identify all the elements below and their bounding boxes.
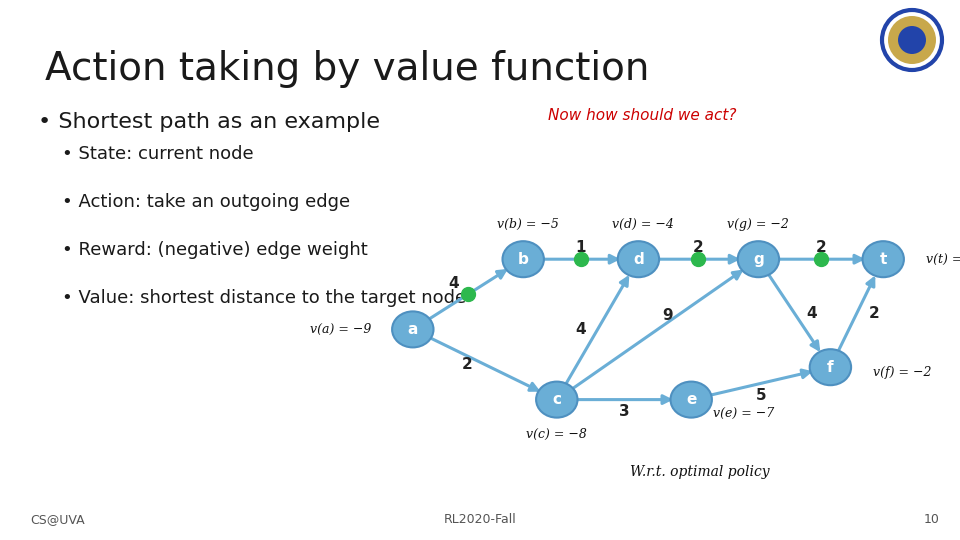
Text: 2: 2 — [869, 306, 879, 321]
Ellipse shape — [809, 349, 852, 385]
Text: 9: 9 — [661, 308, 673, 323]
Text: c: c — [552, 392, 562, 407]
Ellipse shape — [737, 241, 780, 277]
Ellipse shape — [862, 241, 904, 277]
Text: d: d — [633, 252, 644, 267]
Text: • Action: take an outgoing edge: • Action: take an outgoing edge — [62, 193, 350, 211]
Text: RL2020-Fall: RL2020-Fall — [444, 513, 516, 526]
Text: • Reward: (negative) edge weight: • Reward: (negative) edge weight — [62, 241, 368, 259]
Text: Now how should we act?: Now how should we act? — [548, 108, 736, 123]
Circle shape — [898, 26, 926, 54]
Text: v(d) = −4: v(d) = −4 — [612, 218, 674, 231]
Circle shape — [888, 16, 936, 64]
Text: v(c) = −8: v(c) = −8 — [526, 428, 588, 441]
Text: 10: 10 — [924, 513, 940, 526]
Text: 4: 4 — [806, 306, 817, 321]
Text: v(b) = −5: v(b) = −5 — [497, 218, 559, 231]
Text: a: a — [408, 322, 418, 337]
Text: b: b — [517, 252, 529, 267]
Text: e: e — [686, 392, 696, 407]
Ellipse shape — [392, 312, 434, 347]
Text: • Shortest path as an example: • Shortest path as an example — [38, 112, 380, 132]
Ellipse shape — [502, 241, 544, 277]
Text: f: f — [828, 360, 833, 375]
Text: v(a) = −9: v(a) = −9 — [310, 323, 372, 336]
Text: v(e) = −7: v(e) = −7 — [713, 407, 775, 420]
Text: 1: 1 — [576, 240, 586, 255]
Text: v(g) = −2: v(g) = −2 — [728, 218, 789, 231]
Text: 3: 3 — [618, 404, 630, 419]
Text: 2: 2 — [693, 240, 704, 255]
Ellipse shape — [617, 241, 660, 277]
Text: CS@UVA: CS@UVA — [30, 513, 84, 526]
Text: 5: 5 — [756, 388, 766, 403]
Text: t: t — [879, 252, 887, 267]
Text: • Value: shortest distance to the target node: • Value: shortest distance to the target… — [62, 289, 467, 307]
Text: W.r.t. optimal policy: W.r.t. optimal policy — [630, 465, 770, 479]
Text: 2: 2 — [815, 240, 827, 255]
Text: 4: 4 — [448, 276, 459, 291]
Ellipse shape — [670, 382, 712, 417]
Text: v(f) = −2: v(f) = −2 — [874, 366, 931, 379]
Text: v(t) = 0: v(t) = 0 — [926, 253, 960, 266]
Text: 2: 2 — [462, 357, 473, 372]
Text: 4: 4 — [575, 322, 586, 337]
Text: Action taking by value function: Action taking by value function — [45, 50, 649, 88]
Text: g: g — [753, 252, 764, 267]
Ellipse shape — [536, 382, 578, 417]
Text: • State: current node: • State: current node — [62, 145, 253, 163]
